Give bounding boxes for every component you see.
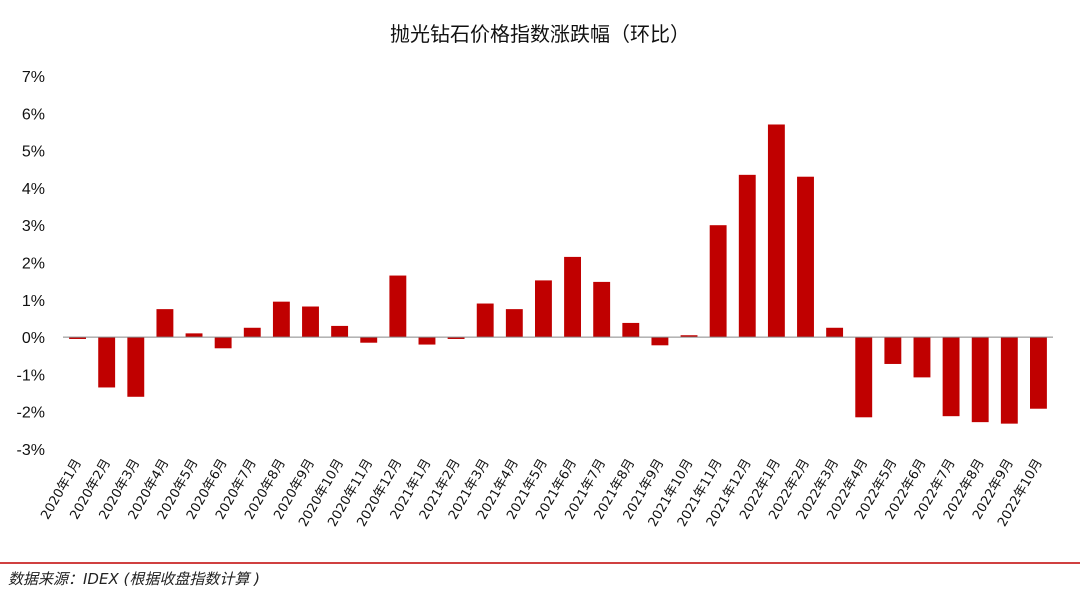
bar-2020年2月 (98, 337, 116, 388)
bar-2020年10月 (331, 325, 349, 338)
y-tick-label: 1% (22, 293, 45, 310)
bar-2020年9月 (302, 306, 319, 338)
bar-2021年1月 (418, 337, 436, 345)
bar-2022年8月 (971, 337, 989, 423)
bar-2020年3月 (127, 337, 145, 397)
bar-2022年6月 (913, 337, 931, 378)
source-note: 数据来源：IDEX (根据收盘指数计算 ) (8, 570, 260, 588)
bar-2022年2月 (797, 176, 814, 338)
chart-title: 抛光钻石价格指数涨跌幅（环比） (390, 22, 690, 46)
bar-2021年8月 (622, 322, 640, 338)
bar-2021年10月 (680, 335, 698, 338)
bar-2022年7月 (942, 337, 960, 417)
bar-2020年7月 (243, 327, 261, 338)
bar-2022年9月 (1000, 337, 1018, 424)
bar-2021年4月 (505, 309, 523, 338)
bar-2022年10月 (1030, 337, 1047, 409)
bar-2021年9月 (651, 337, 669, 346)
bar-2021年2月 (447, 337, 465, 339)
y-tick-label: 4% (22, 181, 45, 198)
bar-2021年12月 (738, 174, 756, 338)
bar-2020年12月 (389, 275, 407, 338)
bar-2020年11月 (360, 337, 378, 343)
bars-group (69, 124, 1047, 424)
y-tick-label: -2% (17, 405, 45, 422)
y-tick-label: -1% (17, 367, 45, 384)
y-tick-label: 7% (22, 69, 45, 86)
x-axis-ticks: 2020年1月2020年2月2020年3月2020年4月2020年5月2020年… (38, 456, 1046, 529)
bar-2020年1月 (69, 337, 86, 339)
y-axis-ticks: 7% 6% 5% 4% 3% 2% 1% 0% -1% -2% -3% (17, 69, 45, 459)
bar-2022年1月 (767, 124, 785, 338)
bar-2020年8月 (272, 301, 290, 338)
bar-2021年11月 (709, 225, 727, 338)
bar-2022年4月 (855, 337, 873, 418)
bar-2020年6月 (214, 337, 232, 349)
y-tick-label: 0% (22, 330, 45, 347)
y-tick-label: 2% (22, 256, 45, 273)
y-tick-label: -3% (17, 442, 45, 459)
bar-2021年6月 (564, 256, 581, 338)
y-tick-label: 3% (22, 218, 45, 235)
bar-2021年3月 (476, 303, 494, 338)
bar-2020年4月 (156, 309, 174, 338)
y-tick-label: 6% (22, 106, 45, 123)
bar-2020年5月 (185, 333, 203, 338)
bar-2021年7月 (593, 281, 611, 338)
y-tick-label: 5% (22, 144, 45, 161)
bar-2022年5月 (884, 337, 902, 364)
bar-2022年3月 (826, 327, 844, 338)
bar-2021年5月 (535, 280, 552, 338)
